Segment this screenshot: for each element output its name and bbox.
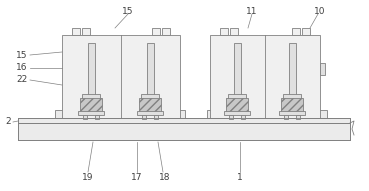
Bar [82,94,100,101]
Bar [162,28,170,35]
Bar [284,115,288,119]
Bar [72,28,80,35]
Bar [152,28,160,35]
Bar [207,110,327,118]
Bar [281,98,303,112]
Text: 2: 2 [5,117,11,126]
Bar [80,98,102,112]
Bar [83,115,87,119]
Text: 15: 15 [16,50,28,60]
Bar [230,28,238,35]
Bar [62,35,180,118]
Bar [88,43,95,98]
Bar [241,115,245,119]
Bar [210,35,320,118]
Bar [224,111,250,115]
Text: 1: 1 [237,173,243,182]
Text: 16: 16 [16,63,28,73]
Text: 11: 11 [246,6,258,15]
Bar [142,115,146,119]
Bar [137,111,163,115]
Bar [229,115,233,119]
Bar [139,98,161,112]
Bar [279,111,305,115]
Bar [18,118,350,123]
Bar [82,28,90,35]
Bar [292,28,300,35]
Bar [147,43,154,98]
Bar [154,115,158,119]
Bar [320,63,325,75]
Bar [283,94,301,101]
Bar [78,111,104,115]
Bar [18,123,350,140]
Text: 15: 15 [122,6,134,15]
Text: 10: 10 [314,6,326,15]
Bar [141,94,159,101]
Bar [296,115,300,119]
Text: 17: 17 [131,173,143,182]
Bar [95,115,99,119]
Bar [226,98,248,112]
Text: 18: 18 [159,173,171,182]
Bar [228,94,246,101]
Text: 19: 19 [82,173,94,182]
Bar [289,43,296,98]
Bar [302,28,310,35]
Text: 22: 22 [16,75,28,84]
Bar [234,43,241,98]
Bar [220,28,228,35]
Bar [55,110,185,118]
